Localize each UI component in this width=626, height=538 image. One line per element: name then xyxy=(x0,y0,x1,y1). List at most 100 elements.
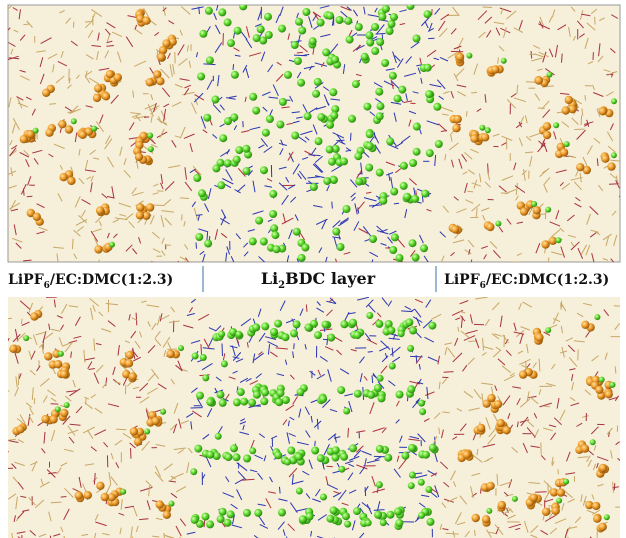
pf6-atom xyxy=(75,491,83,499)
li-ion xyxy=(338,466,345,473)
li-ion xyxy=(599,377,605,383)
li-ion xyxy=(400,162,408,170)
pf6-atom xyxy=(451,225,459,233)
li-ion xyxy=(217,515,225,523)
li-ion xyxy=(297,388,305,396)
li-ion xyxy=(260,166,268,174)
pf6-atom xyxy=(58,120,66,128)
li-ion xyxy=(329,88,337,96)
li-ion xyxy=(206,520,214,528)
li-ion xyxy=(58,351,64,357)
bond xyxy=(280,487,281,494)
bond xyxy=(468,341,477,342)
li-ion xyxy=(330,506,338,514)
label-part: /EC:DMC(1:2.3) xyxy=(486,272,609,288)
pf6-atom xyxy=(42,89,50,97)
pf6-atom xyxy=(152,417,160,425)
li-ion xyxy=(545,327,551,333)
li-ion xyxy=(202,513,210,521)
li-ion xyxy=(193,174,201,182)
li-ion xyxy=(336,16,344,24)
li-ion xyxy=(91,126,97,132)
pf6-atom xyxy=(146,78,154,86)
li-ion xyxy=(290,329,298,337)
li-ion xyxy=(205,7,213,15)
li-ion xyxy=(366,142,374,150)
li-ion xyxy=(375,88,383,96)
li-ion xyxy=(279,98,287,106)
li-ion xyxy=(248,399,256,407)
bond xyxy=(467,191,473,192)
li-ion xyxy=(332,454,340,462)
li-ion xyxy=(317,113,325,121)
pf6-atom xyxy=(605,390,613,398)
li-ion xyxy=(377,375,384,382)
li-ion xyxy=(390,13,398,21)
pf6-atom xyxy=(101,493,109,501)
li-ion xyxy=(545,207,551,213)
bond xyxy=(315,441,316,446)
pf6-atom xyxy=(156,77,164,85)
pf6-atom xyxy=(498,501,506,509)
li-ion xyxy=(234,27,242,35)
li-ion xyxy=(261,388,269,396)
bond xyxy=(544,406,550,407)
li-ion xyxy=(212,164,220,172)
li-ion xyxy=(332,228,340,236)
li-ion xyxy=(326,121,334,129)
pf6-atom xyxy=(456,53,464,61)
li-ion xyxy=(409,472,416,479)
pf6-atom xyxy=(94,84,102,92)
pf6-atom xyxy=(130,427,138,435)
pf6-atom xyxy=(54,360,62,368)
li-ion xyxy=(563,479,569,485)
li-ion xyxy=(148,146,154,152)
li-ion xyxy=(435,140,443,148)
li-ion xyxy=(422,451,430,459)
pf6-atom xyxy=(135,153,143,161)
li-ion xyxy=(314,78,322,86)
li-ion xyxy=(299,515,307,523)
bond xyxy=(116,429,126,430)
li-ion xyxy=(413,35,421,43)
li-ion xyxy=(160,409,166,415)
li-ion xyxy=(192,353,199,360)
li-ion xyxy=(418,512,425,519)
pf6-atom xyxy=(156,500,164,508)
li-ion xyxy=(202,374,209,381)
li-ion xyxy=(120,489,126,495)
li-ion xyxy=(405,318,413,326)
bond xyxy=(294,343,295,349)
li-ion xyxy=(295,18,303,26)
li-ion xyxy=(302,8,310,16)
pf6-atom xyxy=(486,223,494,231)
bond xyxy=(372,376,373,384)
li-ion xyxy=(147,133,153,139)
li-ion xyxy=(425,90,433,98)
li-ion xyxy=(366,312,373,319)
li-ion xyxy=(376,169,384,177)
pf6-atom xyxy=(463,451,471,459)
li-ion xyxy=(260,238,268,246)
li-ion xyxy=(564,141,570,147)
figure: LiPF6/EC:DMC(1:2.3) Li2BDC layer LiPF6/E… xyxy=(0,0,626,538)
bond xyxy=(136,313,137,326)
pf6-atom xyxy=(44,352,52,360)
li-ion xyxy=(354,331,362,339)
pf6-atom xyxy=(94,245,102,253)
li-ion xyxy=(381,59,389,67)
li-ion xyxy=(317,454,325,462)
li-ion xyxy=(556,237,562,243)
li-ion xyxy=(501,58,507,64)
li-ion xyxy=(394,95,402,103)
pf6-atom xyxy=(96,206,104,214)
bond xyxy=(471,92,477,93)
pf6-atom xyxy=(494,400,502,408)
bond xyxy=(368,352,373,353)
pf6-atom xyxy=(543,131,551,139)
pf6-atom xyxy=(20,135,28,143)
li-ion xyxy=(199,30,207,38)
bond xyxy=(51,502,62,503)
pf6-atom xyxy=(454,115,462,123)
li-ion xyxy=(337,243,345,251)
